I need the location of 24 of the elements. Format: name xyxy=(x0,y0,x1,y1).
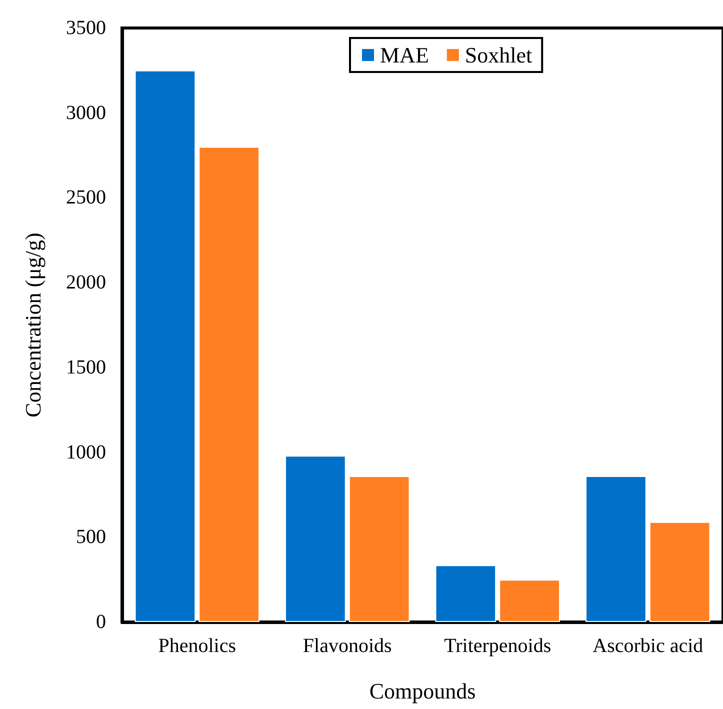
x-tick-label: Ascorbic acid xyxy=(592,635,704,657)
bar xyxy=(435,565,496,622)
y-tick-label: 500 xyxy=(76,526,106,548)
bar xyxy=(586,476,646,622)
x-tick-label: Triterpenoids xyxy=(444,635,552,657)
bar xyxy=(649,522,710,622)
legend-label: MAE xyxy=(380,42,429,68)
x-tick-label: Flavonoids xyxy=(302,635,392,657)
y-tick-label: 3500 xyxy=(66,17,106,39)
legend-label: Soxhlet xyxy=(464,42,532,68)
x-axis-title: Compounds xyxy=(369,678,476,704)
bar xyxy=(348,476,410,622)
x-tick-label: Phenolics xyxy=(158,635,236,657)
y-tick-label: 2000 xyxy=(66,272,106,294)
y-tick-label: 0 xyxy=(96,611,106,633)
y-axis-title: Concentration (μg/g) xyxy=(20,232,46,418)
y-tick-label: 2500 xyxy=(66,186,106,209)
bar xyxy=(285,456,346,622)
y-tick-label: 3000 xyxy=(66,102,106,124)
y-tick-label: 1500 xyxy=(66,356,106,378)
bar xyxy=(134,70,196,622)
bar xyxy=(499,580,560,622)
y-tick-label: 1000 xyxy=(66,441,106,464)
bar xyxy=(198,146,260,622)
